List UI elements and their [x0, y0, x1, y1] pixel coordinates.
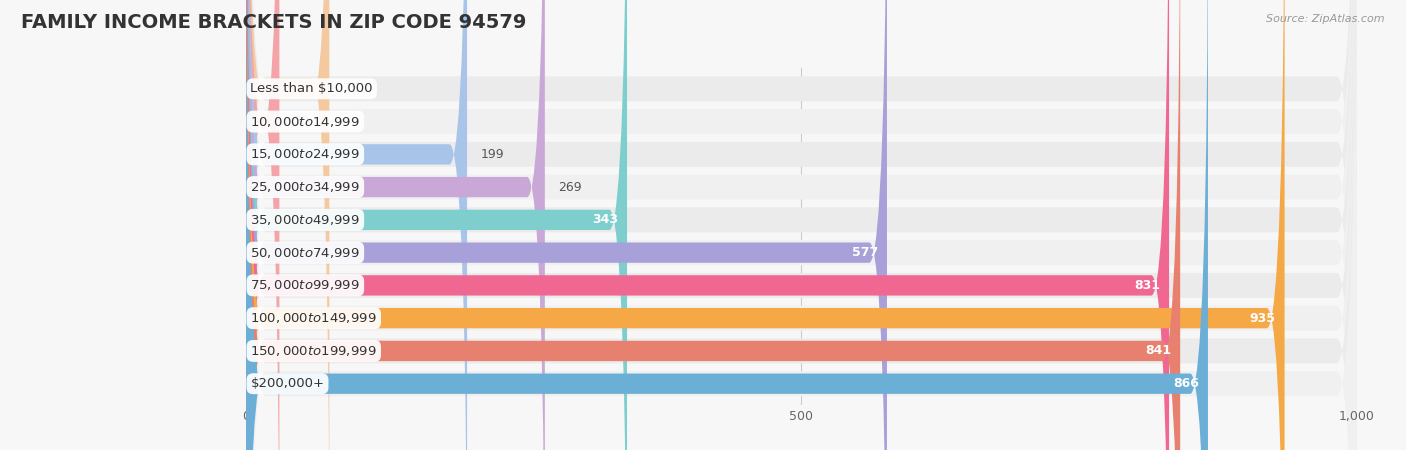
Text: Source: ZipAtlas.com: Source: ZipAtlas.com — [1267, 14, 1385, 23]
Text: $200,000+: $200,000+ — [250, 377, 325, 390]
Text: $50,000 to $74,999: $50,000 to $74,999 — [250, 246, 360, 260]
FancyBboxPatch shape — [246, 0, 1357, 450]
Text: $75,000 to $99,999: $75,000 to $99,999 — [250, 279, 360, 292]
Text: $35,000 to $49,999: $35,000 to $49,999 — [250, 213, 360, 227]
Text: 577: 577 — [852, 246, 879, 259]
FancyBboxPatch shape — [246, 0, 1357, 450]
Text: 269: 269 — [558, 180, 582, 194]
FancyBboxPatch shape — [246, 0, 467, 450]
FancyBboxPatch shape — [246, 0, 887, 450]
FancyBboxPatch shape — [246, 0, 1357, 450]
Text: $15,000 to $24,999: $15,000 to $24,999 — [250, 147, 360, 162]
Text: 935: 935 — [1250, 312, 1275, 324]
Text: 199: 199 — [481, 148, 503, 161]
FancyBboxPatch shape — [246, 0, 280, 450]
FancyBboxPatch shape — [246, 0, 627, 450]
FancyBboxPatch shape — [246, 0, 1357, 450]
Text: Less than $10,000: Less than $10,000 — [250, 82, 373, 95]
Text: 866: 866 — [1173, 377, 1199, 390]
Text: $25,000 to $34,999: $25,000 to $34,999 — [250, 180, 360, 194]
Text: 30: 30 — [292, 115, 308, 128]
FancyBboxPatch shape — [246, 0, 1357, 450]
Text: $10,000 to $14,999: $10,000 to $14,999 — [250, 115, 360, 129]
FancyBboxPatch shape — [246, 0, 1357, 450]
FancyBboxPatch shape — [246, 0, 1357, 450]
FancyBboxPatch shape — [246, 0, 1357, 450]
FancyBboxPatch shape — [246, 0, 1208, 450]
Text: 841: 841 — [1144, 344, 1171, 357]
FancyBboxPatch shape — [246, 0, 1285, 450]
FancyBboxPatch shape — [246, 0, 1168, 450]
Text: $150,000 to $199,999: $150,000 to $199,999 — [250, 344, 377, 358]
FancyBboxPatch shape — [246, 0, 1357, 450]
FancyBboxPatch shape — [246, 0, 546, 450]
Text: $100,000 to $149,999: $100,000 to $149,999 — [250, 311, 377, 325]
FancyBboxPatch shape — [246, 0, 1357, 450]
Text: 75: 75 — [343, 82, 359, 95]
Text: 831: 831 — [1135, 279, 1160, 292]
FancyBboxPatch shape — [246, 0, 1180, 450]
Text: FAMILY INCOME BRACKETS IN ZIP CODE 94579: FAMILY INCOME BRACKETS IN ZIP CODE 94579 — [21, 14, 526, 32]
FancyBboxPatch shape — [246, 0, 329, 450]
Text: 343: 343 — [592, 213, 619, 226]
